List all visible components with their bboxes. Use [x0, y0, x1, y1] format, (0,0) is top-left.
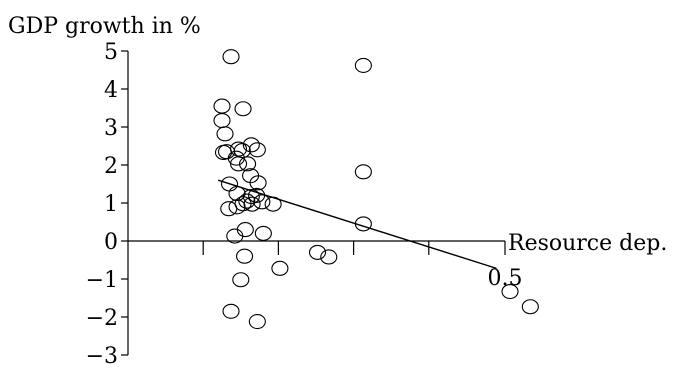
- y-tick-label: 2: [104, 154, 118, 179]
- data-point: [227, 150, 245, 166]
- data-point: [254, 225, 272, 241]
- data-point: [229, 156, 248, 172]
- y-tick-label: 3: [104, 116, 118, 141]
- y-tick-label: 5: [104, 40, 118, 65]
- y-axis-title: GDP growth in %: [8, 14, 201, 39]
- data-point: [213, 112, 231, 129]
- data-point: [229, 141, 248, 157]
- data-point: [243, 196, 261, 212]
- data-point: [232, 272, 250, 288]
- data-point: [222, 49, 240, 65]
- data-point: [239, 156, 257, 172]
- data-point: [220, 201, 238, 217]
- data-point: [216, 126, 234, 142]
- y-tick-label: 4: [104, 78, 118, 103]
- data-points: [213, 49, 539, 330]
- data-point: [249, 175, 267, 191]
- y-tick-label: −2: [86, 306, 118, 331]
- data-point: [236, 248, 254, 264]
- data-point: [354, 57, 372, 73]
- y-tick-label: −3: [86, 344, 118, 369]
- data-point: [354, 164, 372, 180]
- data-point: [253, 194, 271, 210]
- data-point: [248, 142, 266, 158]
- data-point: [228, 199, 246, 215]
- y-tick-label: −1: [86, 268, 118, 293]
- data-point: [226, 228, 244, 244]
- data-point: [242, 137, 260, 153]
- y-tick-label: 1: [104, 192, 118, 217]
- data-point: [238, 193, 256, 209]
- x-axis-title: Resource dep.: [508, 231, 667, 256]
- x-ticks: 0.5: [202, 241, 523, 291]
- data-point: [308, 244, 327, 260]
- data-point: [222, 303, 240, 319]
- data-point: [213, 98, 231, 114]
- data-point: [214, 144, 233, 161]
- data-point: [271, 260, 289, 276]
- y-ticks: −3 −2 −1 0 1 2 3 4 5: [86, 40, 128, 369]
- data-point: [248, 314, 266, 330]
- data-point: [501, 283, 519, 300]
- data-point: [234, 101, 252, 117]
- data-point: [320, 249, 338, 265]
- trend-line: [218, 179, 497, 270]
- x-tick-label: 0.5: [488, 266, 523, 291]
- data-point: [521, 299, 539, 315]
- y-tick-label: 0: [104, 230, 118, 255]
- data-point: [236, 222, 254, 238]
- axes: [127, 51, 505, 355]
